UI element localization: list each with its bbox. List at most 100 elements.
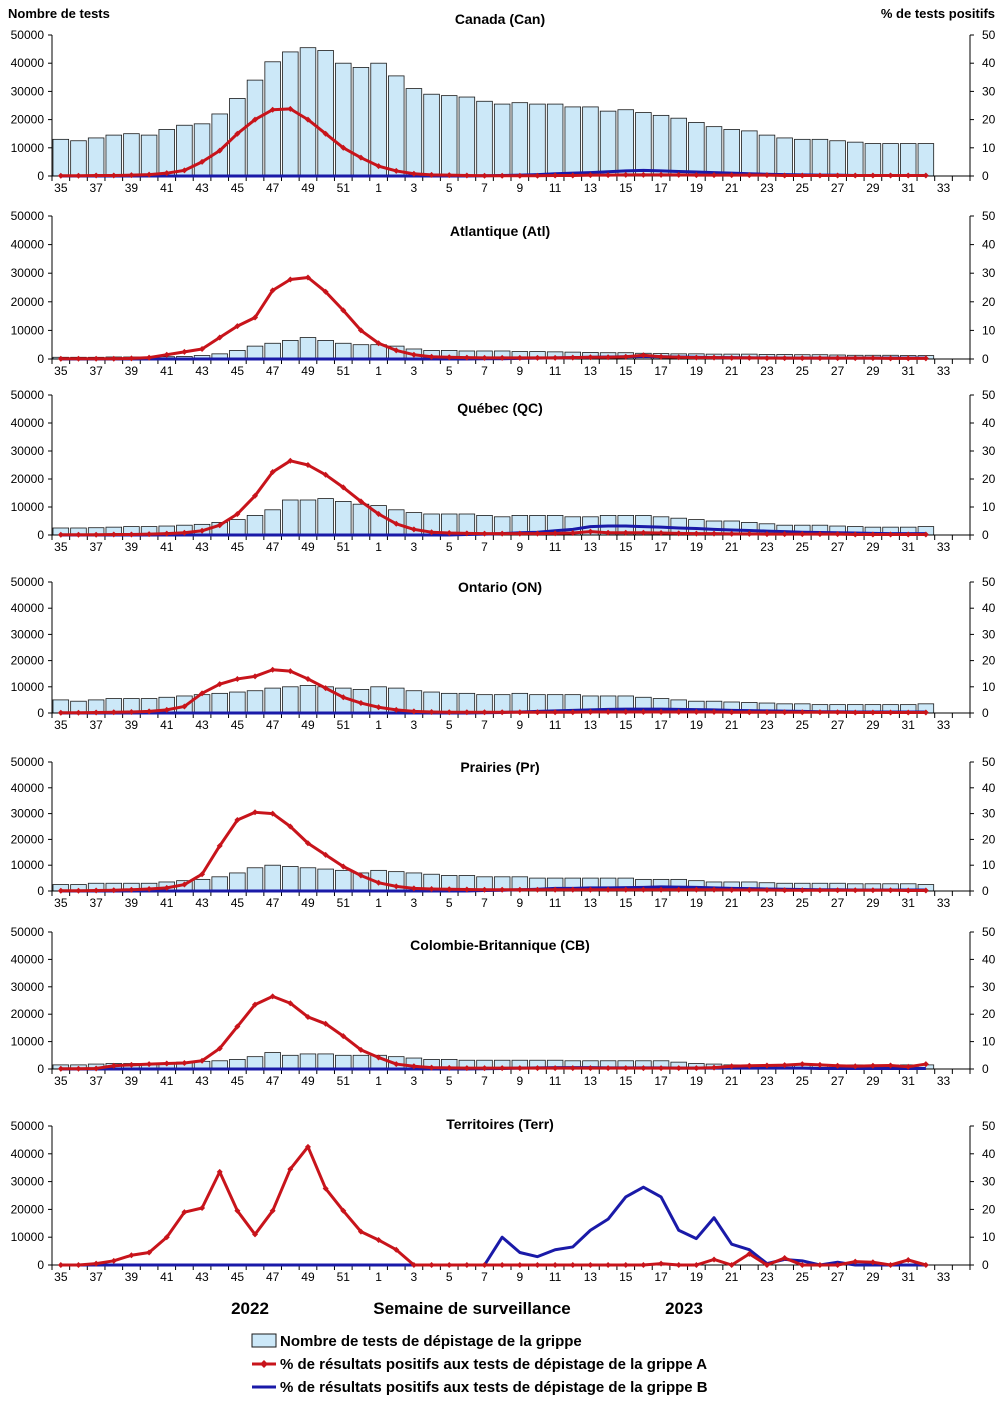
x-tick-label: 7 <box>481 364 488 378</box>
x-tick-label: 15 <box>619 718 633 732</box>
x-tick-label: 21 <box>725 1270 739 1284</box>
flu-a-point <box>340 307 347 314</box>
y-tick-label-left: 40000 <box>11 416 45 430</box>
flu-a-point <box>446 709 453 716</box>
tests-bar <box>440 95 458 177</box>
y-tick-label-right: 30 <box>982 807 996 821</box>
legend-tests-swatch <box>251 1333 277 1348</box>
flu-a-point <box>605 529 612 536</box>
x-tick-label: 1 <box>375 1074 382 1088</box>
flu-a-point <box>887 355 894 362</box>
flu-a-point <box>552 530 559 537</box>
x-tick-label: 51 <box>337 896 351 910</box>
x-tick-label: 15 <box>619 1074 633 1088</box>
flu-a-point <box>446 1262 453 1268</box>
x-tick-label: 21 <box>725 896 739 910</box>
x-tick-label: 1 <box>375 896 382 910</box>
x-tick-label: 15 <box>619 181 633 195</box>
flu-a-point <box>75 355 82 362</box>
flu-a-point <box>375 704 382 711</box>
x-tick-label: 15 <box>619 896 633 910</box>
flu-a-point <box>905 709 912 716</box>
y-tick-label-left: 50000 <box>11 755 45 769</box>
flu-a-point <box>869 1062 876 1069</box>
x-tick-label: 43 <box>195 718 209 732</box>
tests-bar <box>87 137 105 177</box>
x-tick-label: 23 <box>760 896 774 910</box>
y-tick-label-left: 30000 <box>11 1175 45 1189</box>
flu-a-point <box>675 708 682 715</box>
y-tick-label-left: 30000 <box>11 980 45 994</box>
x-tick-label: 3 <box>411 540 418 554</box>
flu-a-point <box>622 353 629 360</box>
flu-a-point <box>93 1260 100 1267</box>
flu-a-point <box>887 1062 894 1069</box>
x-tick-label: 35 <box>54 1270 68 1284</box>
flu-a-point <box>869 709 876 716</box>
flu-a-point <box>816 709 823 716</box>
y-tick-label-right: 50 <box>982 575 996 589</box>
x-tick-label: 45 <box>231 718 245 732</box>
x-tick-label: 1 <box>375 540 382 554</box>
flu-a-point <box>552 886 559 893</box>
flu-a-point <box>587 354 594 361</box>
flu-a-point <box>375 163 382 170</box>
y-tick-label-right: 20 <box>982 654 996 668</box>
x-tick-label: 51 <box>337 1270 351 1284</box>
x-tick-label: 47 <box>266 181 280 195</box>
flu-a-point <box>146 885 153 892</box>
flu-a-point <box>252 314 259 321</box>
flu-a-point <box>93 531 100 538</box>
tests-bar <box>282 499 299 536</box>
flu-a-point <box>57 1262 64 1268</box>
tests-bar <box>246 345 264 360</box>
flu-a-point <box>569 530 576 537</box>
y-tick-label-left: 0 <box>37 884 44 898</box>
chart-panel: Colombie-Britannique (CB) 0 10000 20000 3000… <box>11 925 996 1088</box>
tests-bar <box>282 1054 299 1070</box>
x-tick-label: 49 <box>301 1074 315 1088</box>
flu-a-point <box>128 355 135 362</box>
tests-bar <box>917 143 935 177</box>
x-tick-label: 37 <box>89 1270 103 1284</box>
flu-a-point <box>534 886 541 893</box>
flu-a-point <box>128 172 135 179</box>
x-tick-label: 31 <box>902 718 916 732</box>
flu-a-point <box>128 708 135 715</box>
tests-bar <box>264 509 281 536</box>
y-tick-label-right: 50 <box>982 28 996 42</box>
x-tick-label: 19 <box>690 1074 704 1088</box>
x-tick-label: 9 <box>516 718 523 732</box>
flu-a-point <box>375 879 382 886</box>
x-axis-title: Semaine de surveillance <box>373 1299 571 1318</box>
x-tick-label: 9 <box>516 364 523 378</box>
x-tick-label: 15 <box>619 364 633 378</box>
y-tick-label-left: 10000 <box>11 858 45 872</box>
flu-a-point <box>357 327 364 334</box>
chart-title: Colombie-Britannique (CB) <box>410 937 590 953</box>
flu-a-point <box>110 355 117 362</box>
x-tick-label: 43 <box>195 364 209 378</box>
y-tick-label-right: 40 <box>982 238 996 252</box>
flu-a-point <box>922 887 929 894</box>
flu-a-point <box>393 1246 400 1253</box>
x-tick-label: 39 <box>125 718 139 732</box>
flu-a-point <box>181 348 188 355</box>
flu-a-point <box>834 709 841 716</box>
y-tick-label-left: 40000 <box>11 238 45 252</box>
flu-a-point <box>304 1013 311 1020</box>
flu-a-point <box>746 530 753 537</box>
flu-a-point <box>640 352 647 359</box>
x-tick-label: 17 <box>654 540 668 554</box>
y-tick-label-right: 40 <box>982 781 996 795</box>
x-tick-label: 17 <box>654 181 668 195</box>
tests-bar <box>546 103 564 177</box>
flu-a-point <box>622 529 629 536</box>
flu-a-point <box>269 469 276 475</box>
tests-bar <box>794 138 811 177</box>
flu-a-point <box>410 170 417 177</box>
flu-a-point <box>199 1205 206 1212</box>
x-tick-label: 41 <box>160 540 174 554</box>
x-tick-label: 29 <box>866 181 880 195</box>
flu-a-point <box>393 167 400 174</box>
